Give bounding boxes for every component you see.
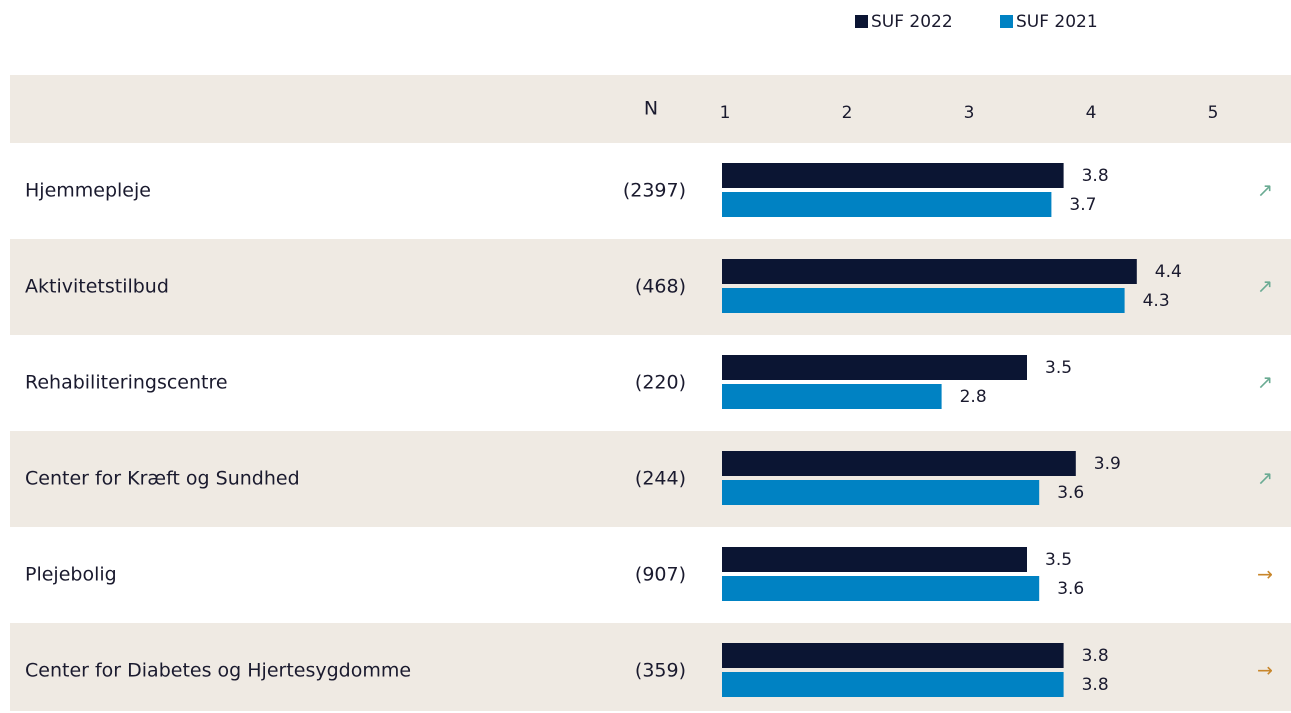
n-label: (359) [635, 660, 686, 682]
legend-swatch [855, 15, 868, 28]
legend-label: SUF 2022 [871, 12, 953, 32]
category-label: Center for Kræft og Sundhed [25, 468, 300, 490]
bar [722, 576, 1040, 601]
bar [722, 192, 1052, 217]
n-label: (2397) [623, 180, 686, 202]
value-label: 3.5 [1045, 358, 1072, 378]
category-label: Center for Diabetes og Hjertesygdomme [25, 660, 411, 682]
trend-icon: ↗ [1257, 276, 1273, 298]
bar [722, 259, 1137, 284]
bar [722, 355, 1027, 380]
n-header: N [644, 98, 658, 120]
bar [722, 451, 1076, 476]
trend-icon: → [1257, 564, 1273, 586]
x-tick-label: 5 [1208, 103, 1219, 123]
n-label: (244) [635, 468, 686, 490]
legend-label: SUF 2021 [1016, 12, 1098, 32]
value-label: 4.4 [1155, 262, 1182, 282]
legend-swatch [1000, 15, 1013, 28]
value-label: 3.8 [1082, 675, 1109, 695]
trend-icon: ↗ [1257, 180, 1273, 202]
trend-icon: ↗ [1257, 372, 1273, 394]
trend-icon: → [1257, 660, 1273, 682]
category-label: Plejebolig [25, 564, 117, 586]
row-band [10, 431, 1291, 527]
value-label: 3.6 [1057, 483, 1084, 503]
bar [722, 288, 1125, 313]
x-tick-label: 4 [1086, 103, 1097, 123]
n-label: (220) [635, 372, 686, 394]
n-label: (907) [635, 564, 686, 586]
bar [722, 480, 1040, 505]
x-tick-label: 1 [720, 103, 731, 123]
row-band [10, 239, 1291, 335]
value-label: 3.6 [1057, 579, 1084, 599]
bar [722, 643, 1064, 668]
value-label: 3.5 [1045, 550, 1072, 570]
header-band [10, 75, 1291, 143]
category-label: Aktivitetstilbud [25, 276, 169, 298]
bar [722, 163, 1064, 188]
value-label: 3.9 [1094, 454, 1121, 474]
bar [722, 547, 1027, 572]
trend-icon: ↗ [1257, 468, 1273, 490]
value-label: 3.7 [1069, 195, 1096, 215]
row-band [10, 623, 1291, 711]
category-label: Rehabiliteringscentre [25, 372, 228, 394]
x-tick-label: 2 [842, 103, 853, 123]
value-label: 2.8 [960, 387, 987, 407]
n-label: (468) [635, 276, 686, 298]
bar [722, 672, 1064, 697]
category-label: Hjemmepleje [25, 180, 151, 202]
x-tick-label: 3 [964, 103, 975, 123]
value-label: 3.8 [1082, 646, 1109, 666]
bar [722, 384, 942, 409]
value-label: 3.8 [1082, 166, 1109, 186]
value-label: 4.3 [1143, 291, 1170, 311]
